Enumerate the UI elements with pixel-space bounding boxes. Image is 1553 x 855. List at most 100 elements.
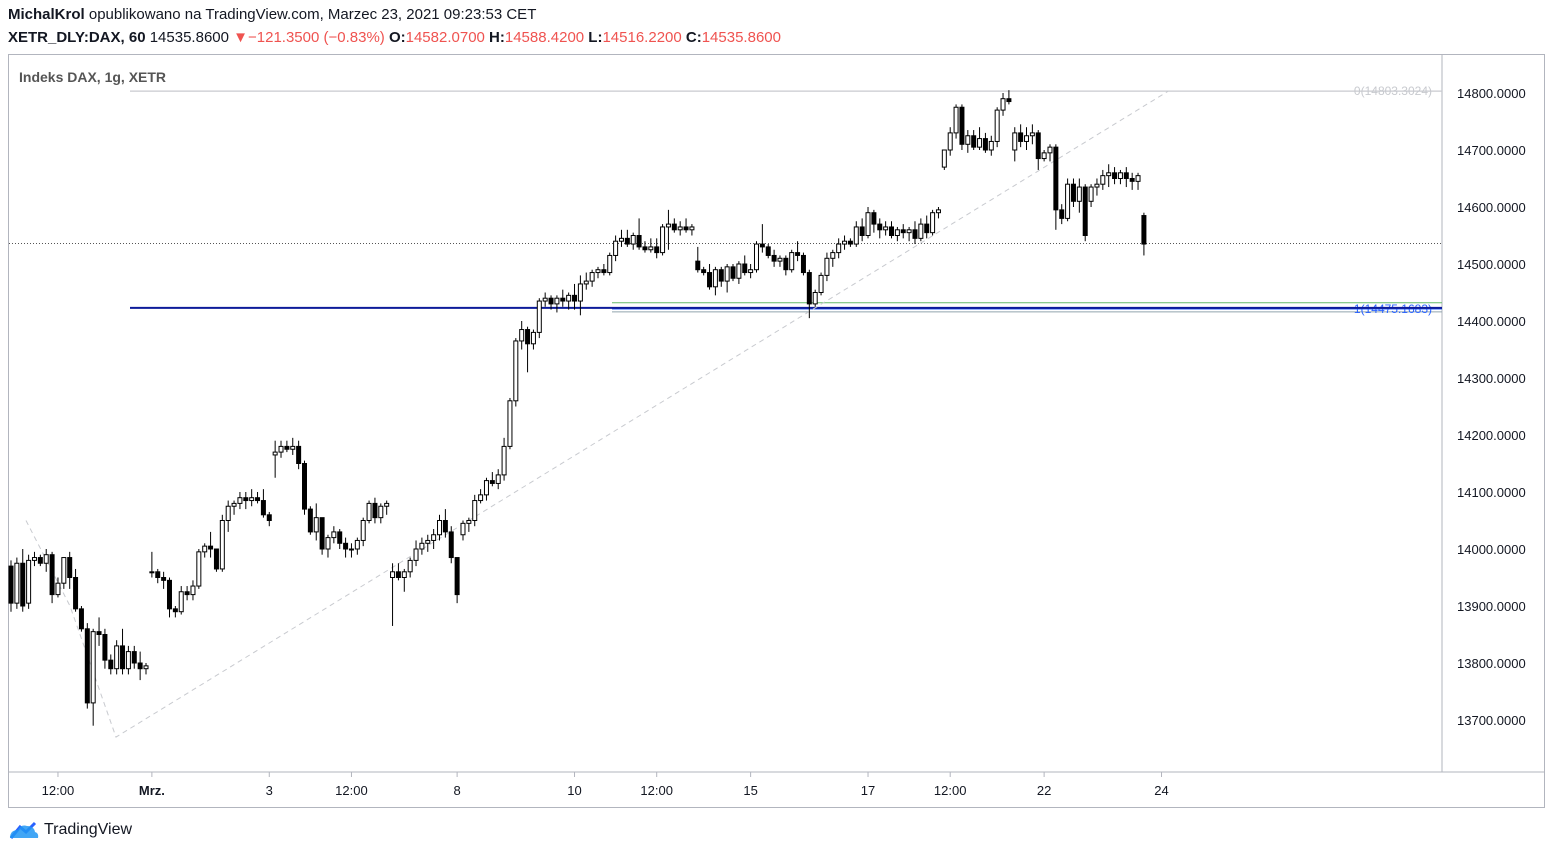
symbol-name: XETR_DLY:DAX, 60 [8,29,146,46]
close-label: C: [685,29,702,46]
candle-body [302,463,307,510]
candle-body [924,223,930,234]
candle-body [37,557,43,564]
candle-body [237,497,243,504]
candle-body [348,548,354,551]
candle-body [736,263,742,279]
candle-body [255,497,261,502]
candle-body [771,254,777,262]
price-tick-label: 14500.0000 [1457,257,1526,272]
candle-body [384,502,390,507]
time-tick-label: 15 [743,783,757,798]
author-name[interactable]: MichalKrol [8,6,85,23]
candle-body [472,500,478,521]
candle-body [947,132,953,151]
candle-body [889,226,894,236]
candle-body [982,138,988,151]
candle-body [701,269,707,274]
candle-body [437,520,443,536]
candle-body [360,520,366,541]
candle-body [660,226,666,254]
candle-body [748,269,754,274]
candle-body [742,263,748,274]
candle-body [460,522,466,536]
candle-body [630,235,636,245]
candle-body [190,585,196,596]
candle-body [20,562,26,607]
candle-body [102,634,108,661]
candle-body [988,140,994,151]
brand-name: TradingView [44,821,133,838]
publish-text: opublikowano na TradingView.com, Marzec … [88,6,537,23]
candle-body [331,531,337,539]
candle-body [1012,132,1018,151]
candle-body [1024,135,1030,142]
candle-body [959,106,965,145]
price-tick-label: 14700.0000 [1457,143,1526,158]
candle-body [859,226,865,236]
candle-body [155,571,161,578]
price-axis[interactable]: 14800.0000 14700.0000 14600.0000 14500.0000… [1457,86,1526,728]
candle-body [1065,183,1071,219]
candle-body [196,551,202,587]
candle-body [707,272,713,288]
candle-body [249,497,255,502]
candle-body [648,246,654,251]
time-tick-label: 12:00 [42,783,75,798]
last-price: 14535.8600 [149,29,229,46]
low-label: L: [588,29,603,46]
candle-body [730,266,736,279]
candle-body [865,212,871,236]
candle-body [260,500,266,516]
candle-body [800,254,806,274]
candle-body [935,209,941,214]
candle-body [636,235,642,248]
candle-body [601,269,607,274]
time-tick-label: 22 [1037,783,1051,798]
candle-body [55,582,61,596]
time-tick-label: 12:00 [640,783,673,798]
candle-body [354,539,360,550]
time-axis[interactable]: 12:00 Mrz. 3 12:00 8 10 12:00 15 17 12:00 22 24 [42,772,1169,798]
candle-body [1047,146,1053,154]
candle-body [777,257,783,262]
candle-body [689,226,695,231]
fib-label-1: 1(14475.1683) [1354,302,1432,316]
candle-body [1018,132,1024,142]
time-tick-label: Mrz. [139,783,165,798]
open-label: O: [388,29,406,46]
candle-body [724,266,730,282]
candle-body [1141,215,1147,245]
candle-body [1100,175,1106,185]
candle-body [1053,146,1059,211]
candle-body [84,628,90,704]
candle-body [941,149,947,168]
candle-body [642,246,648,251]
candle-body [507,400,513,447]
candle-body [1088,186,1094,202]
candle-body [953,106,959,134]
fib-label-0: 0(14803.3024) [1354,84,1432,98]
candle-body [894,229,900,237]
price-tick-label: 14300.0000 [1457,371,1526,386]
candle-body [1106,172,1112,177]
candle-body [114,645,120,670]
candle-body [560,297,566,302]
candle-body [231,502,237,507]
zigzag-trend-line [25,90,1169,738]
high-value: 14588.4200 [504,29,585,46]
candle-body [125,651,131,670]
candle-body [1035,132,1041,160]
candle-body [977,138,983,148]
candle-body [166,579,172,610]
candle-body [448,531,454,559]
tradingview-logo[interactable]: TradingView [8,820,132,840]
candle-body [278,445,284,453]
candle-body [78,608,84,630]
candle-body [172,608,178,613]
chart-title: Indeks DAX, 1g, XETR [19,69,166,85]
candle-body [49,554,55,596]
candle-body [90,631,96,704]
candle-body [572,294,578,302]
